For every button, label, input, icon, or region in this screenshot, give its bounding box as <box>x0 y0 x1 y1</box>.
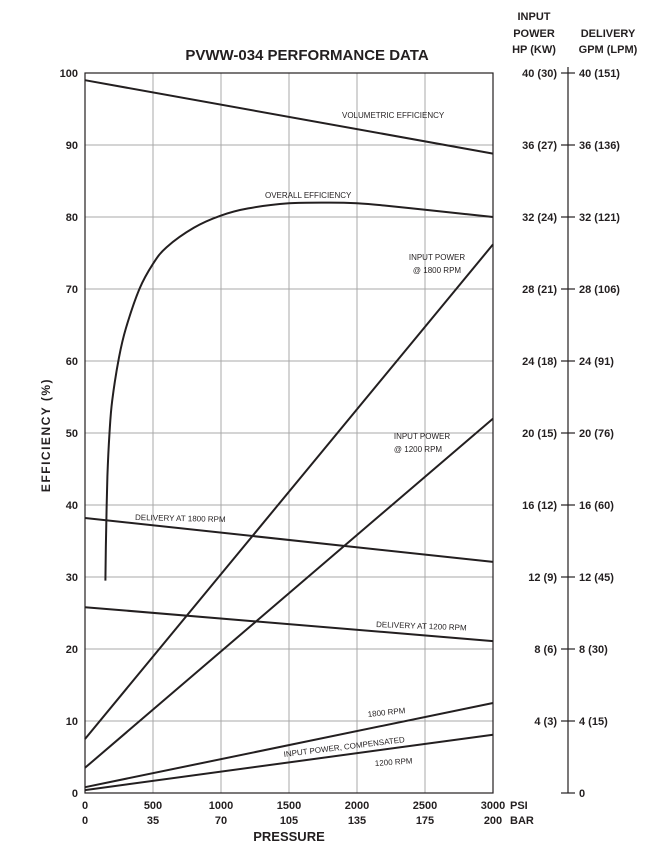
x-tick-label-bar: 135 <box>348 815 366 827</box>
label-delivery-1800: DELIVERY AT 1800 RPM <box>135 513 226 524</box>
x-unit-bar: BAR <box>510 815 534 827</box>
y-tick-label: 50 <box>66 428 78 440</box>
power-axis-header-1: INPUT <box>518 11 551 23</box>
power-tick-label: 40 (30) <box>522 68 557 80</box>
delivery-tick-label: 20 (76) <box>579 428 614 440</box>
y-tick-label: 100 <box>60 68 78 80</box>
delivery-tick-label: 4 (15) <box>579 716 608 728</box>
y-axis-label: EFFICIENCY (%) <box>39 378 53 492</box>
y-tick-label: 60 <box>66 356 78 368</box>
power-tick-label: 4 (3) <box>534 716 557 728</box>
x-tick-label-psi: 2500 <box>413 800 437 812</box>
series-line-delivery1800 <box>84 517 494 563</box>
series-line-delivery1200 <box>84 606 494 643</box>
y-tick-label: 30 <box>66 572 78 584</box>
y-axis-ticks: 0 10 20 30 40 50 60 70 80 90 100 <box>60 68 78 800</box>
y-tick-label: 0 <box>72 788 78 800</box>
label-compensated-1800: 1800 RPM <box>367 706 406 719</box>
x-tick-label-bar: 105 <box>280 815 298 827</box>
delivery-tick-label: 24 (91) <box>579 356 614 368</box>
plot-frame <box>84 72 494 794</box>
x-tick-label-bar: 35 <box>147 815 159 827</box>
y-tick-label: 80 <box>66 212 78 224</box>
x-tick-label-psi: 500 <box>144 800 162 812</box>
right-axis-ticks: 40 (30) 36 (27) 32 (24) 28 (21) 24 (18) 20 (1… <box>522 68 620 800</box>
series-line-input1200 <box>84 417 494 769</box>
power-tick-label: 28 (21) <box>522 284 557 296</box>
label-delivery-1200: DELIVERY AT 1200 RPM <box>376 620 467 632</box>
y-tick-label: 20 <box>66 644 78 656</box>
delivery-tick-label: 8 (30) <box>579 644 608 656</box>
power-axis-header-2: POWER <box>513 28 555 40</box>
grid-lines <box>85 73 493 793</box>
y-tick-label: 70 <box>66 284 78 296</box>
x-tick-label-bar: 0 <box>82 815 88 827</box>
power-tick-label: 8 (6) <box>534 644 557 656</box>
power-axis-header-3: HP (KW) <box>512 44 556 56</box>
series-line-overall <box>104 201 494 581</box>
label-input-power-1200-line1: INPUT POWER <box>394 432 451 441</box>
delivery-tick-label: 12 (45) <box>579 572 614 584</box>
delivery-axis-header-1: DELIVERY <box>581 28 636 40</box>
x-tick-label-psi: 3000 <box>481 800 505 812</box>
x-tick-label-bar: 200 <box>484 815 502 827</box>
x-tick-label-psi: 2000 <box>345 800 369 812</box>
series-line-comp1800 <box>84 702 494 789</box>
chart-title: PVWW-034 PERFORMANCE DATA <box>185 47 428 64</box>
delivery-axis-header-2: GPM (LPM) <box>579 44 638 56</box>
y-tick-label: 90 <box>66 140 78 152</box>
power-tick-label: 24 (18) <box>522 356 557 368</box>
power-tick-label: 16 (12) <box>522 500 557 512</box>
x-tick-label-bar: 175 <box>416 815 434 827</box>
delivery-tick-label: 32 (121) <box>579 212 620 224</box>
y-tick-label: 10 <box>66 716 78 728</box>
delivery-tick-label: 16 (60) <box>579 500 614 512</box>
power-tick-label: 12 (9) <box>528 572 557 584</box>
x-tick-label-psi: 1500 <box>277 800 301 812</box>
label-input-power-1800-line2: @ 1800 RPM <box>413 266 461 275</box>
x-axis-label: PRESSURE <box>253 829 325 844</box>
power-tick-label: 36 (27) <box>522 140 557 152</box>
label-volumetric-efficiency: VOLUMETRIC EFFICIENCY <box>342 111 445 120</box>
label-compensated-1200: 1200 RPM <box>375 756 414 768</box>
power-tick-label: 20 (15) <box>522 428 557 440</box>
x-tick-label-psi: 0 <box>82 800 88 812</box>
series-line-volumetric <box>84 79 494 155</box>
delivery-tick-label: 28 (106) <box>579 284 620 296</box>
y-tick-label: 40 <box>66 500 78 512</box>
x-tick-label-psi: 1000 <box>209 800 233 812</box>
label-overall-efficiency: OVERALL EFFICIENCY <box>265 191 352 200</box>
x-unit-psi: PSI <box>510 800 528 812</box>
x-axis-ticks: 0 500 1000 1500 2000 2500 3000 0 35 70 105 135 175 20… <box>82 800 505 827</box>
delivery-tick-label: 36 (136) <box>579 140 620 152</box>
series-lines <box>84 79 494 792</box>
series-line-input1800 <box>84 243 494 740</box>
label-input-power-1200-line2: @ 1200 RPM <box>394 445 442 454</box>
series-line-comp1200 <box>84 733 494 792</box>
delivery-tick-label: 40 (151) <box>579 68 620 80</box>
x-tick-label-bar: 70 <box>215 815 227 827</box>
power-tick-label: 32 (24) <box>522 212 557 224</box>
label-input-power-1800-line1: INPUT POWER <box>409 253 466 262</box>
delivery-tick-label: 0 <box>579 788 585 800</box>
